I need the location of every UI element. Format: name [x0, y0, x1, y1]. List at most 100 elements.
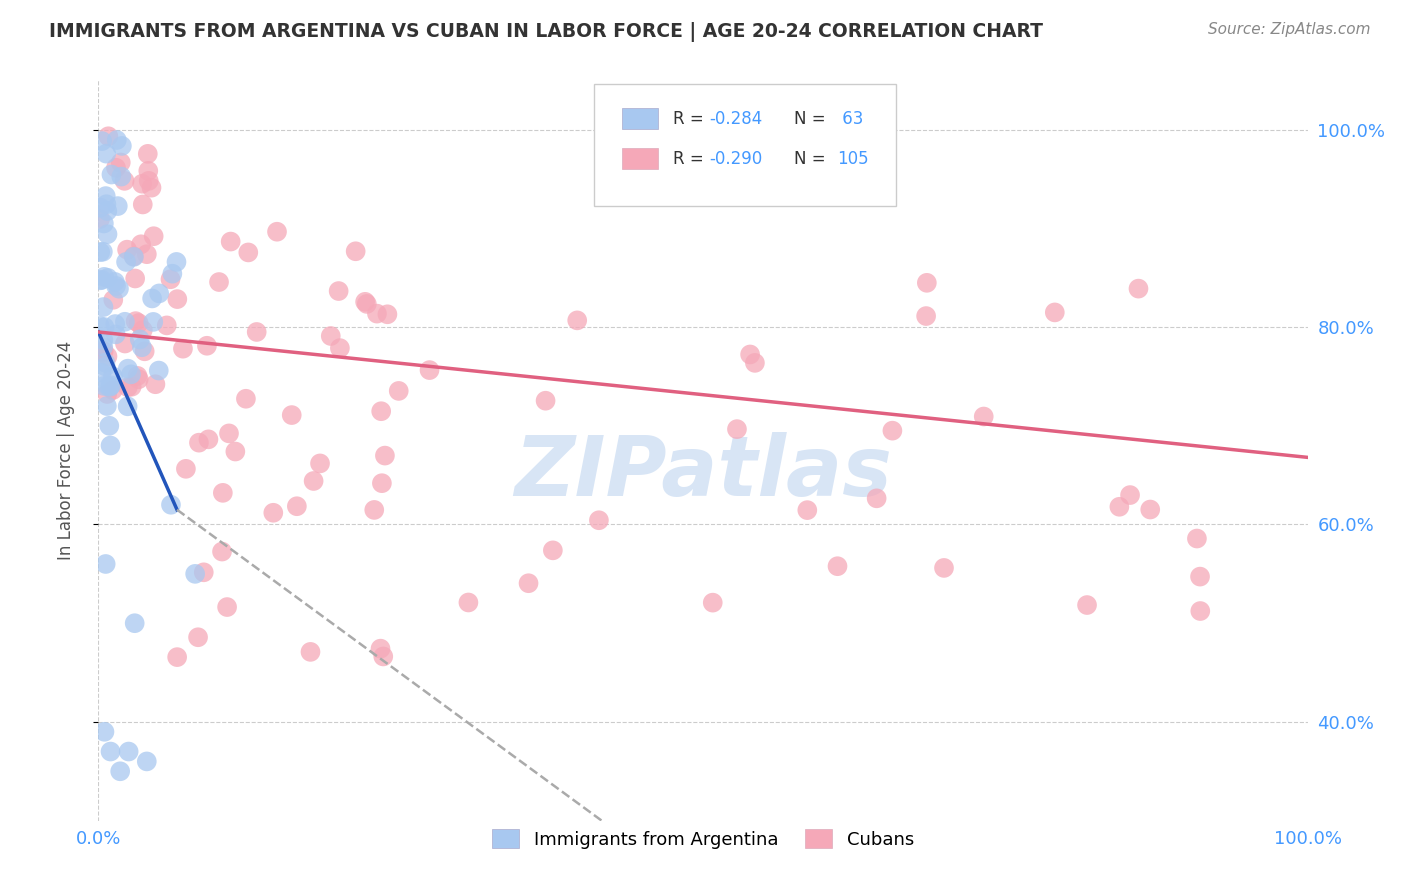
Point	[135, 247, 157, 261]
Text: Source: ZipAtlas.com: Source: ZipAtlas.com	[1208, 22, 1371, 37]
Point	[131, 340, 153, 354]
Point	[93, 724, 115, 739]
Point	[100, 438, 122, 452]
Point	[107, 199, 129, 213]
Point	[370, 641, 392, 656]
Point	[280, 408, 302, 422]
Point	[374, 449, 396, 463]
Point	[91, 345, 114, 359]
Point	[105, 133, 128, 147]
Point	[127, 368, 149, 383]
Point	[101, 369, 124, 384]
Point	[128, 316, 150, 330]
Point	[141, 292, 163, 306]
Point	[744, 356, 766, 370]
Point	[115, 243, 138, 257]
Point	[246, 325, 269, 339]
Point	[159, 272, 181, 286]
Point	[148, 363, 170, 377]
Point	[172, 342, 194, 356]
Point	[534, 393, 557, 408]
Point	[104, 327, 127, 342]
Point	[208, 275, 231, 289]
Point	[114, 336, 136, 351]
Point	[129, 237, 152, 252]
Point	[124, 616, 146, 631]
Point	[363, 503, 385, 517]
Point	[235, 392, 257, 406]
Point	[122, 249, 145, 263]
Point	[89, 273, 111, 287]
Point	[94, 356, 117, 370]
Point	[1119, 488, 1142, 502]
Point	[121, 380, 143, 394]
Point	[588, 513, 610, 527]
Point	[188, 435, 211, 450]
Point	[97, 129, 120, 144]
Point	[131, 177, 153, 191]
Point	[132, 323, 155, 337]
Point	[110, 155, 132, 169]
Point	[91, 134, 114, 148]
FancyBboxPatch shape	[595, 84, 897, 206]
Point	[135, 755, 157, 769]
Point	[128, 372, 150, 386]
Point	[1108, 500, 1130, 514]
Point	[1128, 282, 1150, 296]
Point	[1139, 502, 1161, 516]
Point	[238, 245, 260, 260]
Point	[156, 318, 179, 333]
Bar	[621, 109, 658, 129]
Point	[108, 282, 131, 296]
Point	[128, 332, 150, 346]
Point	[219, 235, 242, 249]
Point	[148, 286, 170, 301]
Point	[373, 649, 395, 664]
Point	[328, 284, 350, 298]
Point	[96, 227, 118, 242]
Point	[117, 400, 139, 414]
Point	[142, 315, 165, 329]
Point	[105, 161, 128, 175]
Point	[122, 250, 145, 264]
Point	[138, 174, 160, 188]
Point	[89, 201, 111, 215]
Point	[89, 211, 111, 226]
Point	[104, 317, 127, 331]
Point	[211, 544, 233, 558]
Point	[184, 566, 207, 581]
Point	[124, 271, 146, 285]
Point	[118, 745, 141, 759]
Text: ZIPatlas: ZIPatlas	[515, 432, 891, 513]
Point	[371, 476, 394, 491]
Point	[370, 404, 392, 418]
Point	[354, 294, 377, 309]
Point	[217, 600, 239, 615]
Point	[97, 379, 120, 393]
Point	[740, 347, 762, 361]
Point	[141, 180, 163, 194]
Point	[356, 297, 378, 311]
Point	[134, 344, 156, 359]
Point	[193, 566, 215, 580]
Point	[160, 498, 183, 512]
Point	[93, 217, 115, 231]
Point	[93, 320, 115, 334]
Point	[93, 344, 115, 359]
Bar	[621, 148, 658, 169]
Point	[567, 313, 589, 327]
Text: R =: R =	[672, 150, 709, 168]
Point	[1189, 569, 1212, 583]
Text: 63: 63	[837, 110, 863, 128]
Point	[457, 595, 479, 609]
Point	[266, 225, 288, 239]
Point	[973, 409, 995, 424]
Point	[1189, 604, 1212, 618]
Point	[96, 146, 118, 161]
Point	[865, 491, 887, 506]
Text: 105: 105	[837, 150, 869, 168]
Point	[108, 764, 131, 779]
Point	[120, 368, 142, 382]
Point	[517, 576, 540, 591]
Point	[124, 314, 146, 328]
